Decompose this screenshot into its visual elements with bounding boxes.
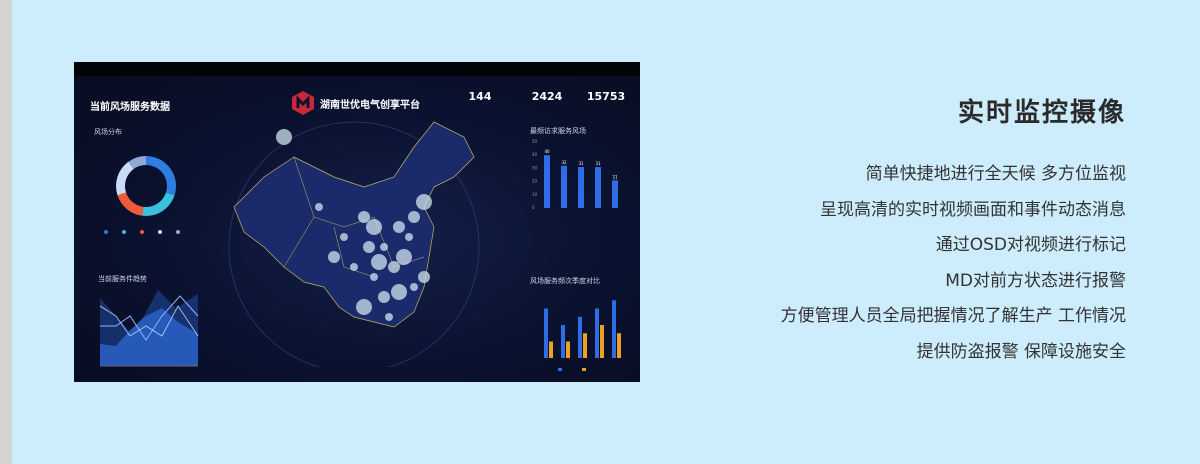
map-dot [370, 273, 378, 281]
map-dot [363, 241, 375, 253]
bar-series-a [578, 316, 582, 358]
feature-line: 通过OSD对视频进行标记 [935, 235, 1126, 255]
feature-line: 提供防盗报警 保障设施安全 [916, 341, 1126, 362]
bar [561, 165, 567, 208]
china-map [228, 121, 480, 367]
bar-series-a [595, 308, 599, 358]
stat-value-1: 144 [468, 90, 492, 103]
map-dot [385, 313, 393, 321]
bar [544, 155, 550, 208]
feature-panel: 实时监控摄像 简单快捷地进行全天候 多方位监视 呈现高清的实时视频画面和事件动态… [781, 92, 1126, 370]
map-dot [358, 211, 370, 223]
map-dot [328, 251, 340, 263]
y-tick: 20 [532, 179, 538, 184]
donut-chart [116, 156, 176, 216]
map-dot [388, 261, 400, 273]
legend-swatch-b [582, 368, 586, 371]
y-tick: 50 [532, 139, 538, 144]
y-tick: 10 [532, 192, 538, 197]
bar-label: 21 [612, 174, 618, 179]
bar-chart-2 [544, 300, 621, 371]
bar [578, 167, 584, 208]
donut-slice [146, 156, 176, 196]
map-dot [356, 299, 372, 315]
feature-line: 简单快捷地进行全天候 多方位监视 [865, 164, 1126, 184]
donut-slice [128, 156, 146, 170]
bar-label: 31 [595, 161, 601, 166]
bar-series-b [583, 333, 587, 358]
map-dot [408, 211, 420, 223]
map-dot [378, 291, 390, 303]
stat-value-2: 2424 [531, 90, 563, 103]
map-dot [410, 283, 418, 291]
donut-slice [117, 192, 144, 216]
bar-series-a [612, 300, 616, 358]
y-tick: 0 [532, 205, 535, 210]
stat-value-3: 15753 [586, 90, 626, 103]
map-dot [405, 233, 413, 241]
map-dot [340, 233, 348, 241]
feature-line: MD对前方状态进行报警 [945, 270, 1126, 291]
map-dot [315, 203, 323, 211]
map-dot [350, 263, 358, 271]
line-chart-title: 当前服务件趋势 [98, 275, 147, 283]
bar [595, 167, 601, 208]
platform-name: 湖南世优电气创享平台 [320, 100, 420, 111]
bar-series-b [549, 341, 553, 358]
left-panel-title: 当前风场服务数据 [90, 102, 170, 113]
map-dot [366, 219, 382, 235]
y-tick: 40 [532, 152, 538, 157]
left-edge-strip [0, 0, 12, 464]
bar-series-b [566, 341, 570, 358]
bar-chart-1: 40 32 31 31 21 0 10 20 30 40 50 [532, 139, 618, 210]
donut-title: 风场分布 [94, 128, 122, 136]
trend-area-chart [99, 290, 199, 367]
y-tick: 30 [532, 165, 538, 170]
platform-logo-icon [292, 91, 314, 115]
dashboard-top-bar [74, 62, 640, 76]
dashboard-screenshot: 当前风场服务数据 湖南世优电气创享平台 144 2424 15753 风场分布 … [74, 62, 640, 382]
bar-series-b [617, 333, 621, 358]
bar-label: 40 [544, 149, 550, 154]
bar-chart-1-title: 最频访求服务风场 [530, 127, 586, 135]
bar-series-a [544, 308, 548, 358]
donut-slice [116, 161, 134, 196]
map-dot [396, 249, 412, 265]
bar [612, 180, 618, 208]
map-dot [393, 221, 405, 233]
map-dot [418, 271, 430, 283]
bar-label: 31 [578, 161, 584, 166]
map-dot [380, 243, 388, 251]
donut-slice [142, 192, 175, 216]
feature-line: 呈现高清的实时视频画面和事件动态消息 [820, 199, 1126, 220]
bar-chart-2-title: 风场服务频次季度对比 [530, 277, 600, 285]
legend-swatch-a [558, 368, 562, 371]
bar-label: 32 [561, 160, 567, 165]
map-dot [391, 284, 407, 300]
map-dot [371, 254, 387, 270]
map-dot [276, 129, 292, 145]
bar-series-b [600, 325, 604, 358]
map-dot [416, 194, 432, 210]
feature-title: 实时监控摄像 [957, 98, 1126, 128]
feature-line: 方便管理人员全局把握情况了解生产 工作情况 [780, 306, 1126, 326]
donut-legend [104, 230, 180, 234]
bar-series-a [561, 325, 565, 358]
